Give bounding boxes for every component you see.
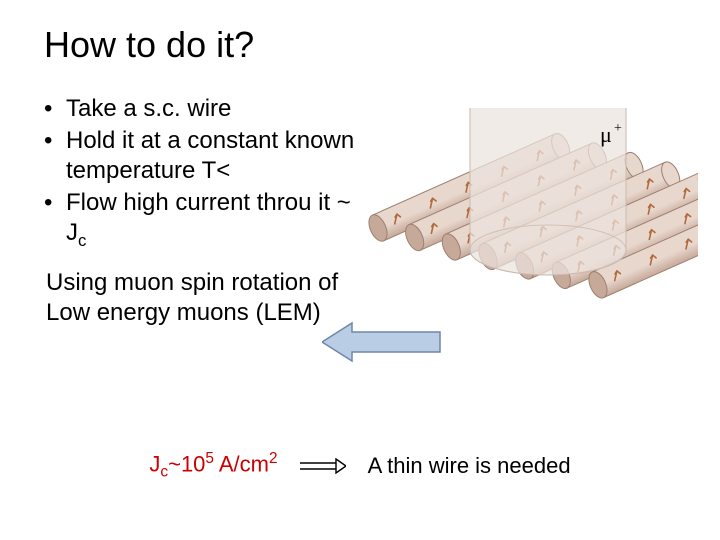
bullet-dot: • xyxy=(44,126,66,186)
jc-value: Jc~105 A/cm2 xyxy=(149,450,277,482)
jc-sub: c xyxy=(160,464,168,481)
bullet-text-main: Flow high current throu it ~ J xyxy=(66,189,351,246)
list-item: • Take a s.c. wire xyxy=(44,94,374,124)
list-item: • Hold it at a constant known temperatur… xyxy=(44,126,374,186)
bullet-text: Take a s.c. wire xyxy=(66,94,374,124)
bullet-dot: • xyxy=(44,188,66,252)
svg-text:μ: μ xyxy=(600,122,612,147)
jc-unit: A/cm xyxy=(214,452,269,477)
list-item: • Flow high current throu it ~ Jc xyxy=(44,188,374,252)
lem-caption: Using muon spin rotation of Low energy m… xyxy=(44,266,360,332)
bullet-text: Flow high current throu it ~ Jc xyxy=(66,188,374,252)
jc-exp: 5 xyxy=(205,450,214,467)
jc-j: J xyxy=(149,452,160,477)
bullet-subscript: c xyxy=(78,231,86,250)
implies-icon xyxy=(300,458,346,474)
jc-tilde: ~10 xyxy=(168,452,205,477)
svg-text:+: + xyxy=(614,121,622,136)
bullet-dot: • xyxy=(44,94,66,124)
page-title: How to do it? xyxy=(44,24,680,66)
bullet-text: Hold it at a constant known temperature … xyxy=(66,126,374,186)
jc-unit-exp: 2 xyxy=(269,450,278,467)
footer-row: Jc~105 A/cm2 A thin wire is needed xyxy=(0,450,720,482)
bullet-list: • Take a s.c. wire • Hold it at a consta… xyxy=(44,94,374,252)
footer-right-text: A thin wire is needed xyxy=(368,453,571,479)
wire-illustration: μ+ xyxy=(368,108,698,378)
